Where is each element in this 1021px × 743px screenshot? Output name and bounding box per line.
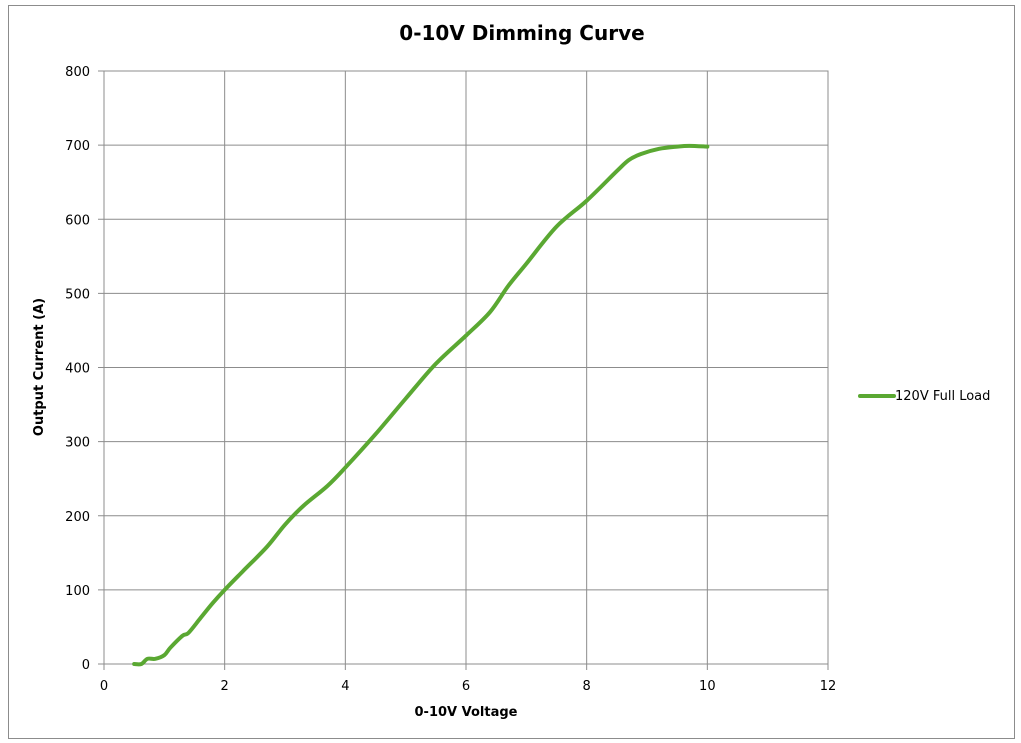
- y-tick-label: 700: [65, 139, 90, 154]
- legend: 120V Full Load: [858, 389, 990, 404]
- legend-label: 120V Full Load: [895, 389, 990, 404]
- x-tick-label: 0: [100, 679, 108, 694]
- y-tick-label: 600: [65, 213, 90, 228]
- y-tick-label: 200: [65, 510, 90, 525]
- y-tick-label: 800: [65, 65, 90, 80]
- x-axis-label: 0-10V Voltage: [415, 705, 518, 720]
- series-line: [132, 143, 710, 667]
- x-tick-label: 6: [462, 679, 470, 694]
- x-tick-label: 8: [583, 679, 591, 694]
- y-tick-label: 400: [65, 362, 90, 377]
- y-tick-label: 100: [65, 584, 90, 599]
- chart-border: [8, 5, 1015, 739]
- grid-layer: [103, 70, 829, 665]
- chart-title: 0-10V Dimming Curve: [399, 21, 644, 45]
- y-tick-label: 500: [65, 287, 90, 302]
- y-tick-label: 300: [65, 436, 90, 451]
- x-tick-label: 12: [820, 679, 837, 694]
- y-tick-label: 0: [82, 658, 90, 673]
- tick-layer: 0 100 200 300 400 500 600 700 800 0 2 4 6 8 10 12: [65, 65, 836, 694]
- x-tick-label: 2: [221, 679, 229, 694]
- series-layer: [132, 143, 710, 667]
- x-tick-label: 4: [341, 679, 349, 694]
- x-tick-label: 10: [699, 679, 716, 694]
- y-axis-label: Output Current (A): [32, 298, 47, 436]
